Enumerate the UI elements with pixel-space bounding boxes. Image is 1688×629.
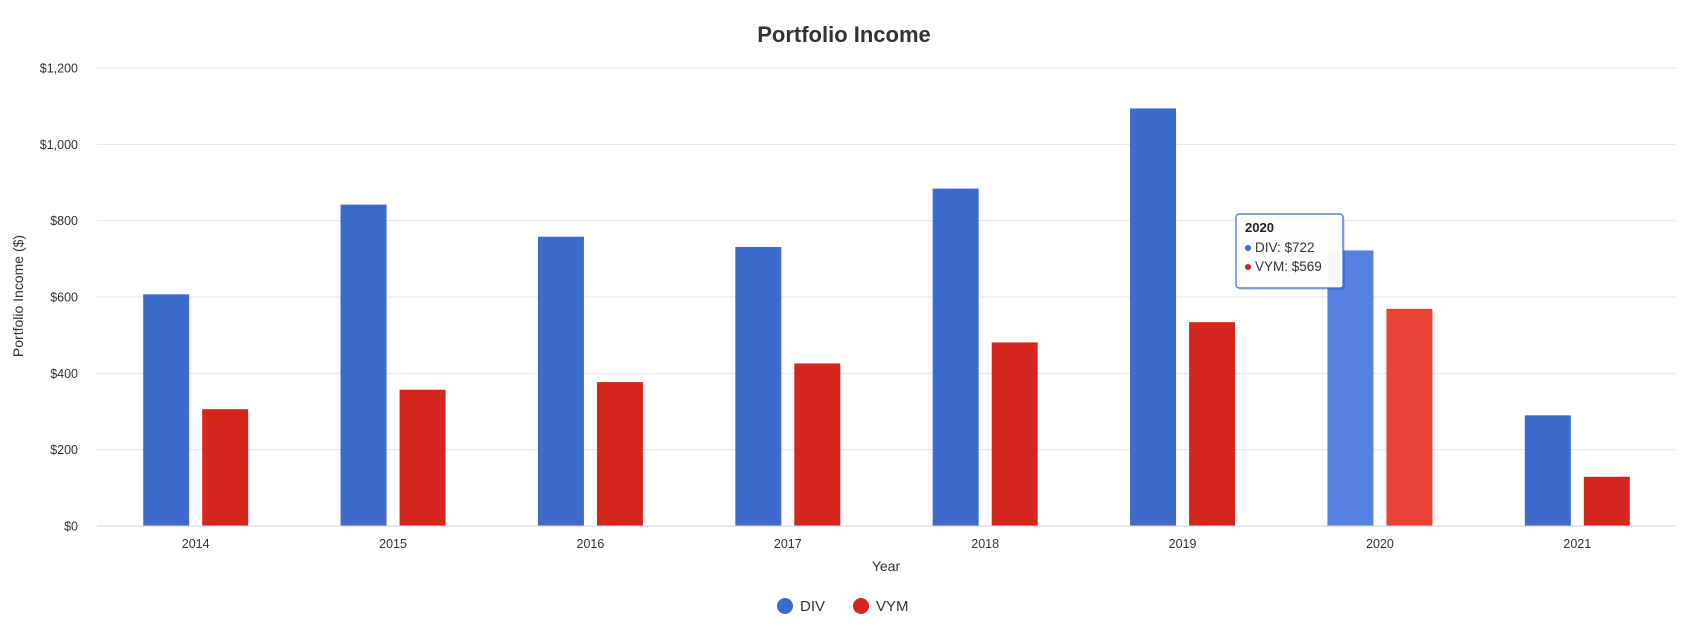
bar-div-2016[interactable] bbox=[537, 236, 584, 527]
bar-div-2018[interactable] bbox=[932, 188, 979, 526]
bar-vym-2019[interactable] bbox=[1189, 322, 1236, 526]
x-tick-label: 2017 bbox=[774, 537, 802, 551]
bar-div-2020[interactable] bbox=[1327, 250, 1374, 527]
y-tick-label: $400 bbox=[50, 367, 78, 381]
x-tick-label: 2020 bbox=[1366, 537, 1394, 551]
y-tick-label: $600 bbox=[50, 291, 78, 305]
legend-label: DIV bbox=[800, 598, 825, 615]
bar-div-2014[interactable] bbox=[143, 294, 190, 526]
bar-div-2017[interactable] bbox=[735, 247, 782, 527]
x-tick-label: 2018 bbox=[971, 537, 999, 551]
y-axis-title: Portfolio Income ($) bbox=[10, 235, 26, 357]
bar-div-2015[interactable] bbox=[340, 204, 387, 527]
x-tick-label: 2016 bbox=[577, 537, 605, 551]
y-tick-label: $0 bbox=[64, 520, 78, 534]
x-tick-label: 2021 bbox=[1563, 537, 1591, 551]
y-tick-label: $1,000 bbox=[40, 138, 78, 152]
tooltip: 2020 DIV: $722 VYM: $569 bbox=[1235, 213, 1345, 290]
legend-item-vym[interactable]: VYM bbox=[853, 598, 909, 615]
legend-item-div[interactable]: DIV bbox=[777, 598, 825, 615]
gridlines bbox=[97, 67, 1676, 451]
tooltip-title: 2020 bbox=[1245, 220, 1274, 235]
x-tick-label: 2019 bbox=[1169, 537, 1197, 551]
y-axis-ticks: $0 $200 $400 $600 $800 $1,000 $1,200 bbox=[40, 62, 78, 534]
tooltip-line: DIV: $722 bbox=[1255, 240, 1315, 255]
x-axis-ticks: 2014 2015 2016 2017 2018 2019 2020 2021 bbox=[182, 537, 1591, 551]
y-tick-label: $200 bbox=[50, 443, 78, 457]
legend-marker bbox=[853, 598, 869, 614]
bar-vym-2015[interactable] bbox=[399, 389, 446, 526]
bar-div-2019[interactable] bbox=[1130, 108, 1177, 526]
tooltip-marker bbox=[1245, 264, 1251, 270]
bar-vym-2017[interactable] bbox=[794, 363, 841, 526]
bar-vym-2014[interactable] bbox=[202, 409, 249, 526]
x-tick-label: 2014 bbox=[182, 537, 210, 551]
legend-label: VYM bbox=[876, 598, 909, 615]
x-axis-title: Year bbox=[872, 558, 901, 574]
bar-vym-2016[interactable] bbox=[596, 382, 643, 526]
tooltip-box bbox=[1235, 213, 1344, 289]
legend-marker bbox=[777, 598, 793, 614]
bar-div-2021[interactable] bbox=[1524, 415, 1571, 526]
legend: DIV VYM bbox=[777, 598, 909, 615]
chart-title: Portfolio Income bbox=[757, 22, 931, 47]
x-tick-label: 2015 bbox=[379, 537, 407, 551]
y-tick-label: $1,200 bbox=[40, 62, 78, 76]
bar-vym-2021[interactable] bbox=[1583, 476, 1630, 526]
tooltip-line: VYM: $569 bbox=[1255, 259, 1322, 274]
tooltip-marker bbox=[1245, 245, 1251, 251]
bars bbox=[143, 108, 1630, 527]
bar-vym-2018[interactable] bbox=[991, 342, 1038, 526]
y-tick-label: $800 bbox=[50, 214, 78, 228]
bar-vym-2020[interactable] bbox=[1386, 308, 1433, 526]
